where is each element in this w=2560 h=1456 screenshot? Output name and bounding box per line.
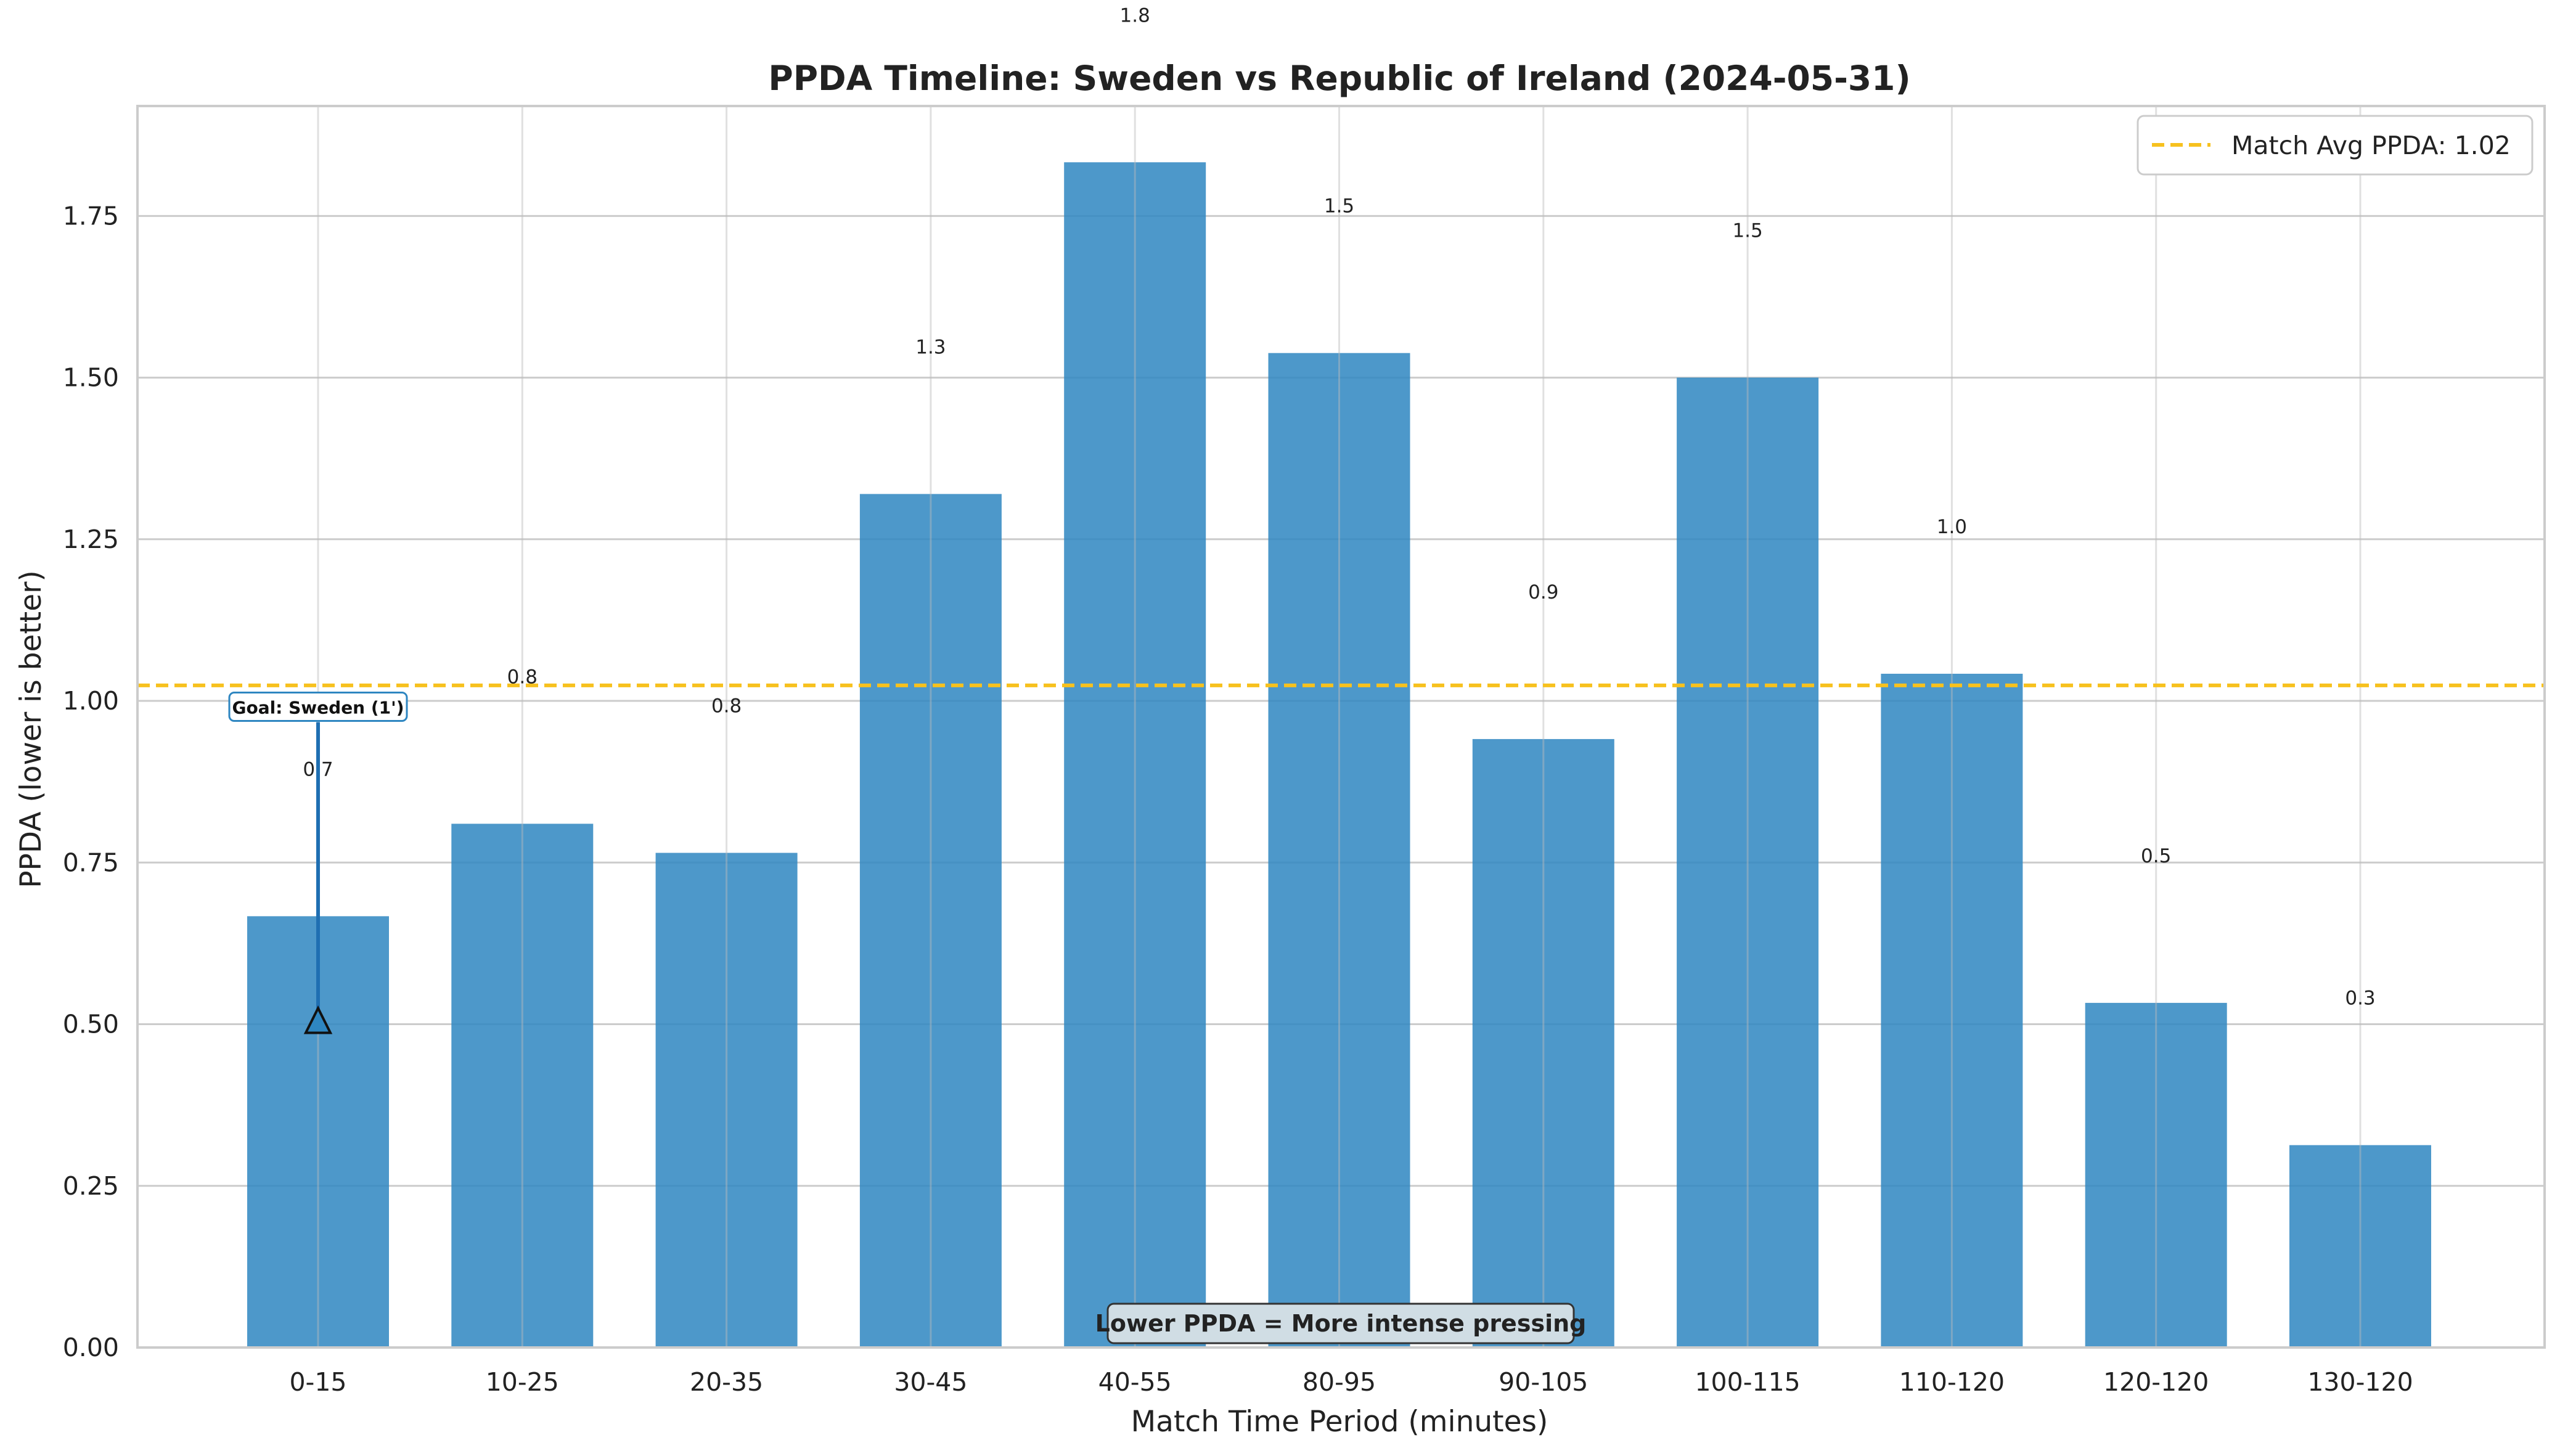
x-tick-label-120-120: 120-120: [2103, 1367, 2209, 1397]
value-label: 0.9: [1528, 581, 1558, 603]
y-tick-label: 1.25: [63, 525, 119, 554]
pressing-note-box: [1106, 1303, 1575, 1344]
x-tick-label-110-120: 110-120: [1899, 1367, 2005, 1397]
pressing-note: Lower PPDA = More intense pressing: [1095, 1303, 1587, 1344]
y-tick-label: 0.75: [63, 848, 119, 877]
legend: Match Avg PPDA: 1.02: [2137, 115, 2533, 176]
vertical-grid-lines: [317, 106, 2362, 1348]
goal-label-text: Goal: Sweden (1'): [232, 698, 404, 718]
bar-10-25: [451, 824, 594, 1348]
value-label: 1.3: [915, 336, 946, 358]
y-tick-label: 1.50: [63, 363, 119, 393]
y-tick-label: 0.00: [63, 1333, 119, 1362]
y-tick-label: 1.00: [63, 686, 119, 716]
x-tick-label-10-25: 10-25: [486, 1367, 559, 1397]
value-label: 1.5: [1324, 195, 1354, 218]
bar-130-120: [2289, 1145, 2431, 1348]
value-label: 1.8: [1120, 4, 1150, 27]
value-label: 1.5: [1732, 220, 1762, 242]
goal-annotation: Goal: Sweden (1'): [228, 692, 408, 1034]
value-label: 0.8: [507, 666, 538, 688]
value-label: 0.3: [2345, 988, 2375, 1010]
y-tick-label: 1.75: [63, 201, 119, 231]
legend-entry-match-avg: Match Avg PPDA: 1.02: [2231, 131, 2511, 160]
bar-40-55: [1064, 162, 1206, 1348]
bar-120-120: [2085, 1002, 2227, 1348]
goal-triangle-marker: [303, 1005, 333, 1034]
value-label: 1.0: [1937, 516, 1967, 538]
bar-110-120: [1881, 673, 2023, 1348]
value-labels: 0.70.80.81.31.81.50.91.51.00.50.3: [303, 4, 2375, 1009]
pressing-note-text: Lower PPDA = More intense pressing: [1095, 1310, 1587, 1337]
y-tick-label: 0.50: [63, 1010, 119, 1039]
bar-80-95: [1268, 353, 1410, 1348]
goal-label-box: [228, 692, 408, 722]
y-axis-label: PPDA (lower is better): [14, 570, 48, 888]
bar-90-105: [1472, 738, 1614, 1348]
x-tick-label-40-55: 40-55: [1098, 1367, 1172, 1397]
x-tick-label-20-35: 20-35: [690, 1367, 763, 1397]
x-axis-label: Match Time Period (minutes): [1131, 1405, 1548, 1439]
bar-20-35: [655, 853, 798, 1348]
tick-labels: 0.00 0.25 0.50 0.75 1.00 1.25 1.50 1.75 0-15 10-2…: [63, 201, 2413, 1397]
value-label: 0.8: [711, 695, 742, 718]
x-tick-label-100-115: 100-115: [1695, 1367, 1800, 1397]
x-tick-label-80-95: 80-95: [1302, 1367, 1376, 1397]
legend-box: [2137, 115, 2533, 176]
bars: [247, 162, 2431, 1348]
plot-area-frame: [136, 105, 2546, 1349]
x-tick-label-30-45: 30-45: [894, 1367, 967, 1397]
x-tick-label-90-105: 90-105: [1499, 1367, 1588, 1397]
x-tick-label-0-15: 0-15: [289, 1367, 346, 1397]
y-tick-label: 0.25: [63, 1171, 119, 1201]
bar-30-45: [859, 494, 1002, 1348]
bar-100-115: [1677, 377, 1819, 1348]
chart-title: PPDA Timeline: Sweden vs Republic of Ire…: [768, 59, 1910, 98]
x-tick-label-130-120: 130-120: [2307, 1367, 2413, 1397]
value-label: 0.5: [2141, 845, 2171, 867]
